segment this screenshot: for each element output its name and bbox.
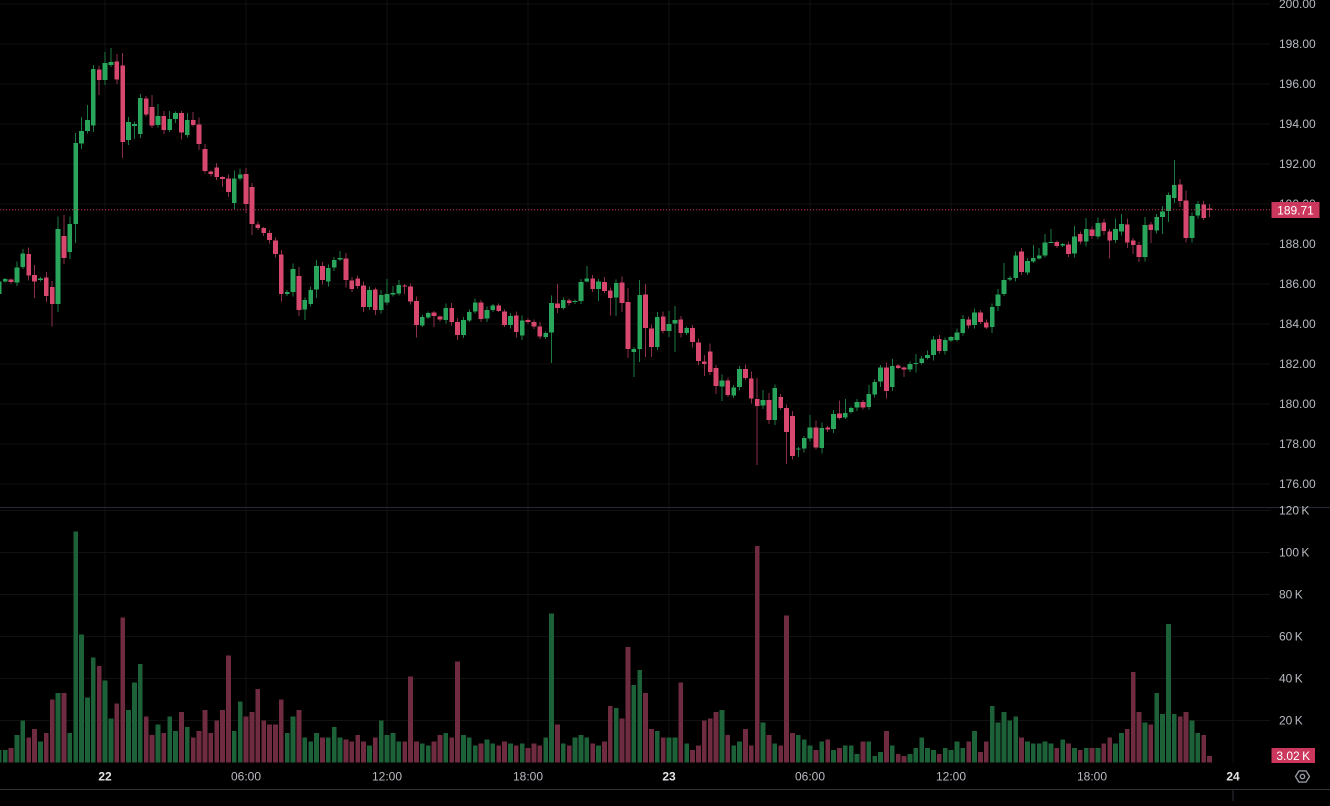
svg-text:18:00: 18:00 [1077, 770, 1107, 784]
svg-text:40 K: 40 K [1279, 672, 1303, 686]
svg-text:22: 22 [98, 770, 112, 784]
svg-text:12:00: 12:00 [936, 770, 966, 784]
svg-text:12:00: 12:00 [372, 770, 402, 784]
svg-text:198.00: 198.00 [1279, 37, 1316, 51]
svg-text:60 K: 60 K [1279, 630, 1303, 644]
svg-text:23: 23 [662, 770, 676, 784]
svg-text:186.00: 186.00 [1279, 277, 1316, 291]
svg-text:120 K: 120 K [1279, 504, 1309, 518]
svg-text:20 K: 20 K [1279, 714, 1303, 728]
svg-text:200.00: 200.00 [1279, 0, 1316, 11]
svg-text:24: 24 [1226, 770, 1240, 784]
svg-text:18:00: 18:00 [513, 770, 543, 784]
svg-text:176.00: 176.00 [1279, 477, 1316, 491]
svg-text:178.00: 178.00 [1279, 437, 1316, 451]
svg-text:06:00: 06:00 [795, 770, 825, 784]
svg-text:184.00: 184.00 [1279, 317, 1316, 331]
svg-text:3.02 K: 3.02 K [1276, 749, 1310, 763]
svg-text:180.00: 180.00 [1279, 397, 1316, 411]
svg-text:192.00: 192.00 [1279, 157, 1316, 171]
svg-text:100 K: 100 K [1279, 546, 1309, 560]
svg-text:188.00: 188.00 [1279, 237, 1316, 251]
svg-text:182.00: 182.00 [1279, 357, 1316, 371]
svg-text:189.71: 189.71 [1277, 203, 1314, 217]
svg-text:196.00: 196.00 [1279, 77, 1316, 91]
svg-text:194.00: 194.00 [1279, 117, 1316, 131]
svg-text:80 K: 80 K [1279, 588, 1303, 602]
svg-text:06:00: 06:00 [231, 770, 261, 784]
